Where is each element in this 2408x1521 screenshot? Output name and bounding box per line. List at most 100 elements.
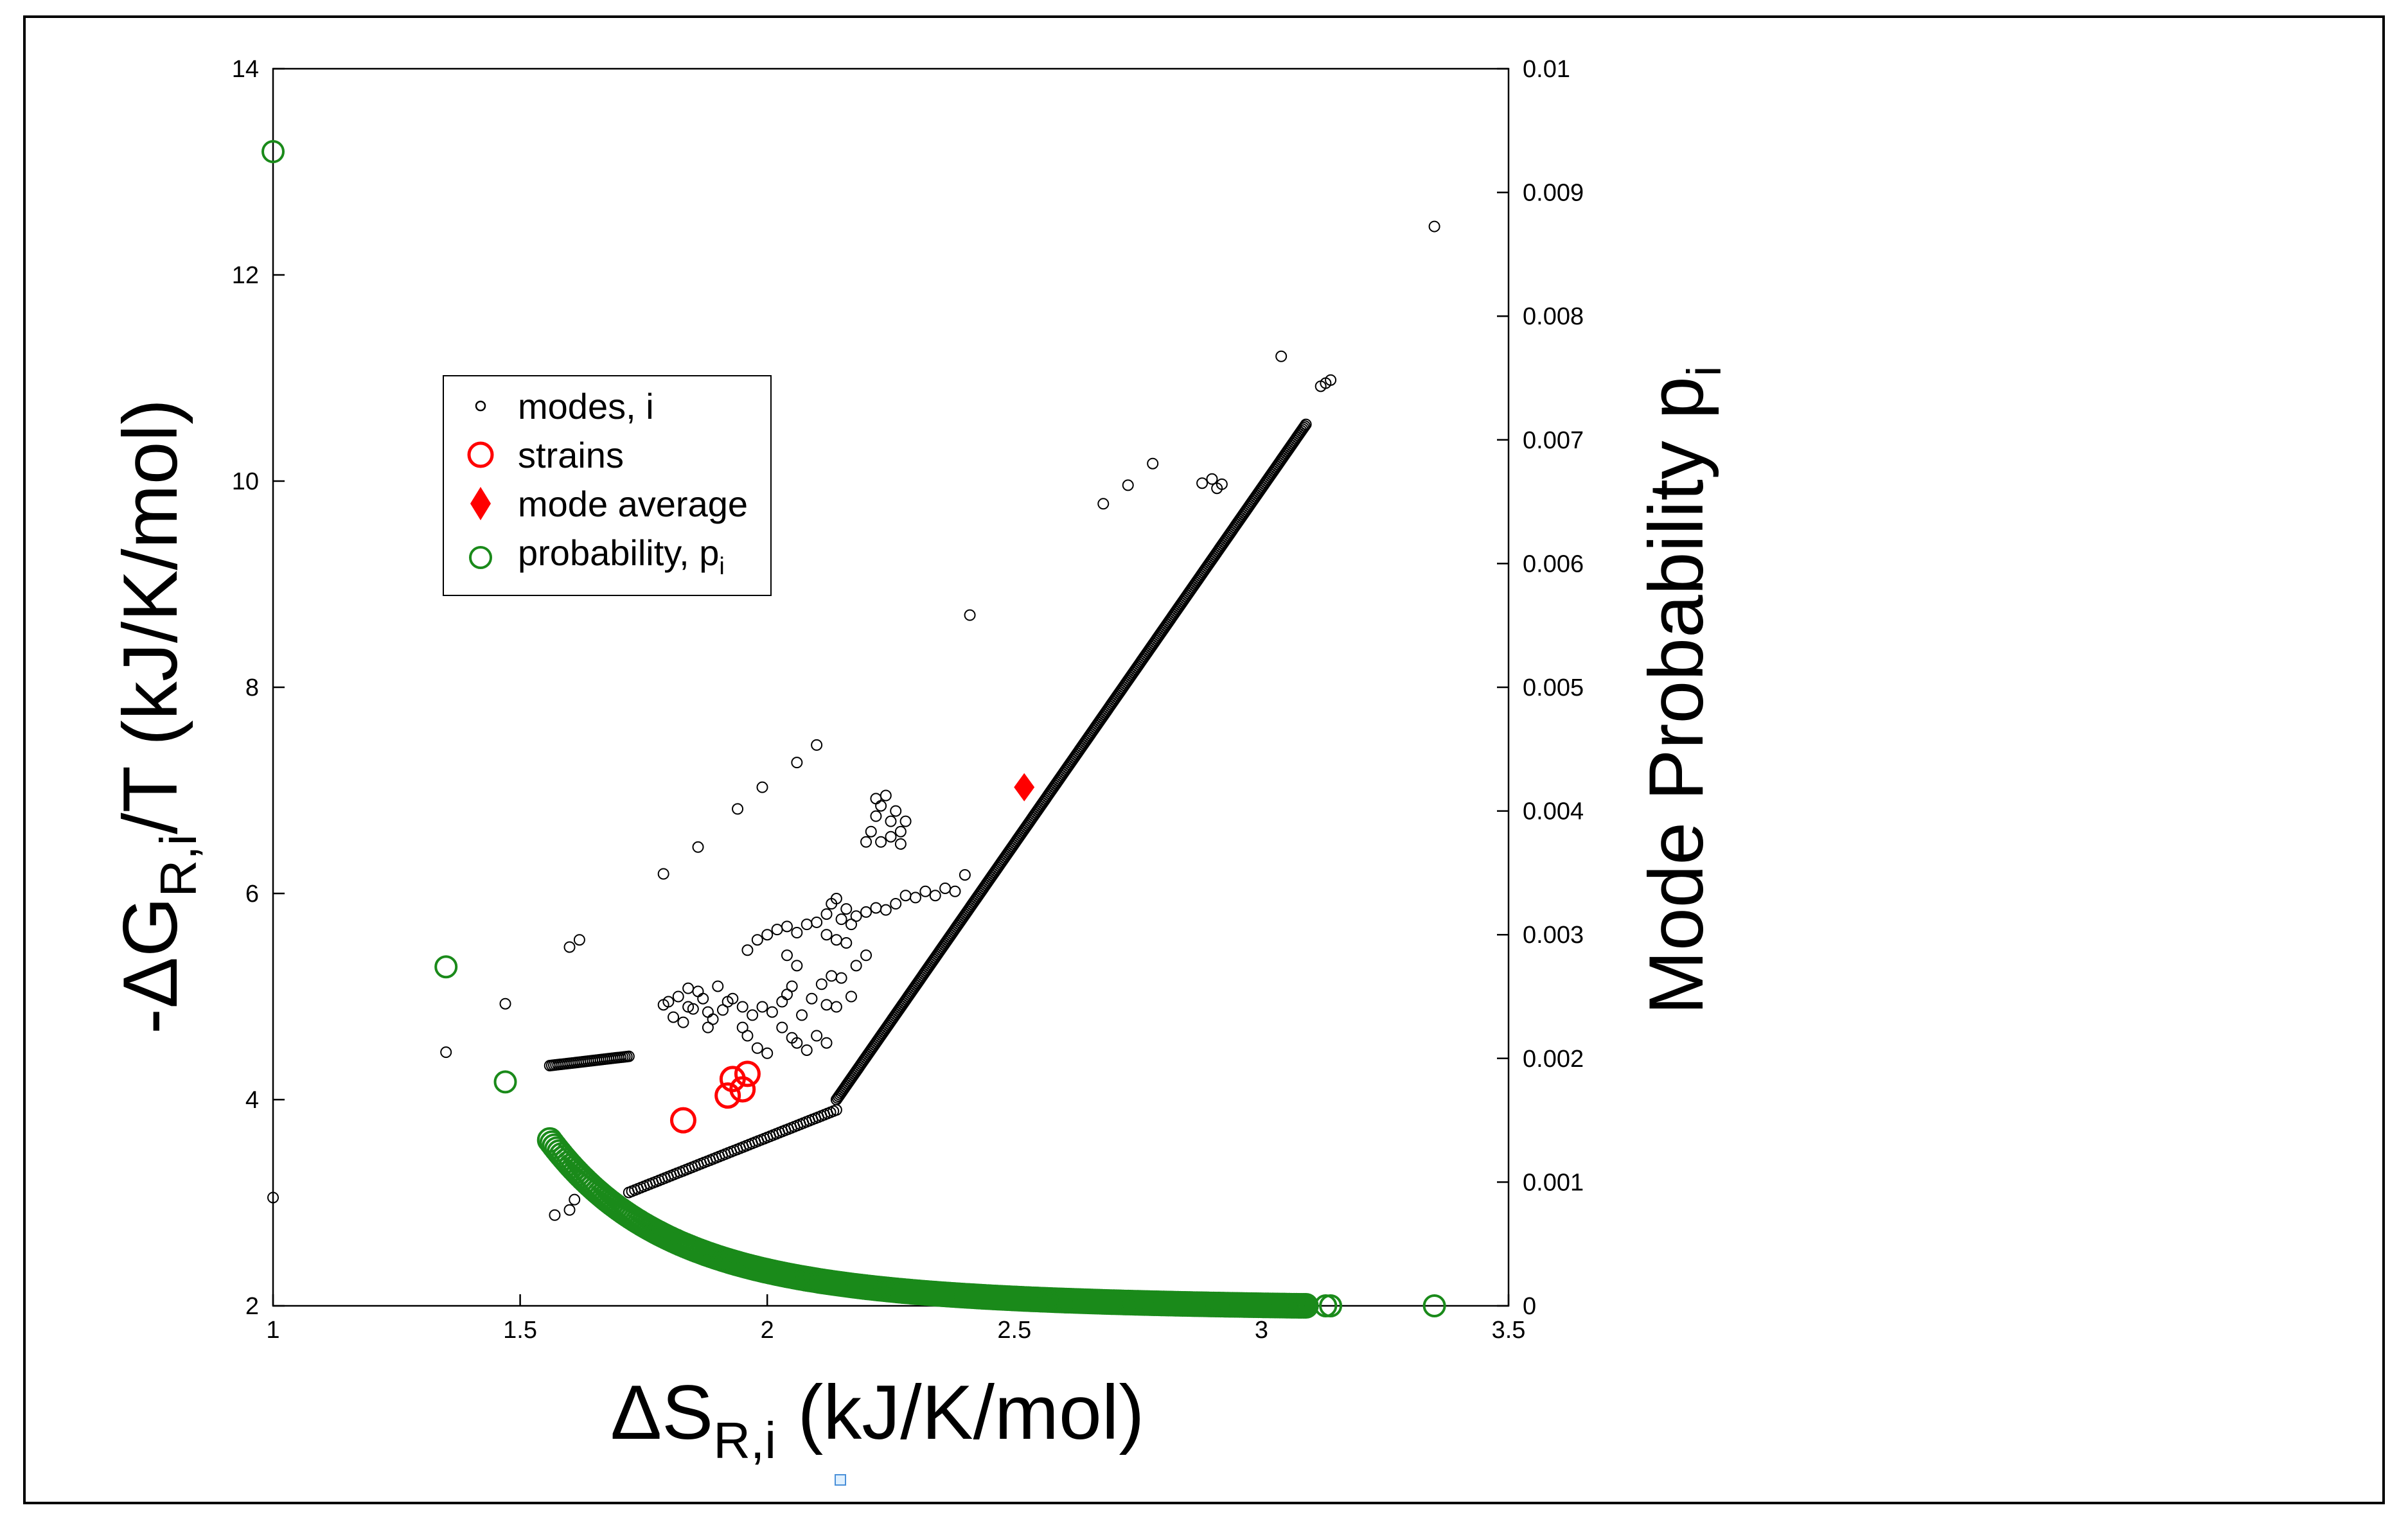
mode-point bbox=[1196, 477, 1208, 489]
mode-point bbox=[830, 934, 842, 946]
probability-point bbox=[434, 955, 458, 979]
mode-point bbox=[796, 1009, 808, 1021]
mode-point bbox=[845, 990, 857, 1003]
mode-point bbox=[801, 919, 813, 931]
legend-label-strains: strains bbox=[518, 435, 624, 475]
y-axis-label-left: -ΔGR,i/T (kJ/K/mol) bbox=[107, 399, 207, 1034]
x-tick-label: 2 bbox=[761, 1317, 774, 1344]
x-tick-label: 1 bbox=[266, 1317, 279, 1344]
y-ticks-right: 0 0.001 0.002 0.003 0.004 0.005 0.006 0.007 0.00… bbox=[1497, 56, 1584, 1320]
mode-point bbox=[845, 919, 857, 931]
mode-point bbox=[692, 841, 704, 853]
mode-point bbox=[736, 1001, 748, 1013]
y-tick-right-label: 0.007 bbox=[1523, 427, 1584, 454]
mode-point bbox=[865, 825, 877, 838]
mode-point bbox=[840, 903, 853, 915]
mode-point bbox=[756, 781, 768, 793]
plot-area-border bbox=[272, 67, 1510, 1307]
y-tick-right-label: 0.005 bbox=[1523, 674, 1584, 701]
x-axis-label: ΔSR,i (kJ/K/mol) bbox=[610, 1369, 1144, 1469]
mode-point bbox=[440, 1046, 452, 1059]
mode-point bbox=[771, 924, 783, 936]
y-axis-label-left-sub: R,i bbox=[150, 834, 207, 897]
mode-point bbox=[623, 1050, 635, 1062]
strain-point bbox=[729, 1076, 756, 1103]
mode-point bbox=[890, 898, 902, 910]
axes-box bbox=[272, 67, 1510, 1307]
mode-point bbox=[791, 757, 803, 769]
mode-point bbox=[964, 609, 976, 621]
mode-point bbox=[820, 999, 833, 1011]
legend-label-probability-sub: i bbox=[719, 553, 724, 580]
mode-point bbox=[909, 892, 921, 904]
mode-point bbox=[569, 1193, 581, 1206]
mode-point bbox=[702, 1021, 714, 1033]
mode-point bbox=[751, 1042, 763, 1054]
mode-point bbox=[860, 836, 872, 848]
y-tick-right-label: 0.009 bbox=[1523, 180, 1584, 207]
mode-point bbox=[687, 1003, 699, 1015]
x-axis-label-unit: (kJ/K/mol) bbox=[776, 1369, 1144, 1455]
mode-point bbox=[677, 1016, 689, 1028]
mode-point bbox=[682, 1001, 695, 1013]
mode-average-point bbox=[1014, 773, 1035, 802]
y-tick-left-label: 4 bbox=[245, 1087, 259, 1114]
mode-point bbox=[1097, 498, 1110, 510]
mode-point bbox=[1275, 350, 1288, 362]
legend-marker-modes bbox=[475, 400, 486, 412]
mode-point bbox=[870, 810, 882, 822]
mode-point bbox=[791, 960, 803, 972]
mode-point bbox=[668, 1011, 680, 1023]
y-tick-left-label: 8 bbox=[245, 674, 259, 701]
mode-point bbox=[776, 1021, 788, 1033]
y-tick-right-label: 0.008 bbox=[1523, 303, 1584, 330]
series-layer bbox=[261, 140, 1446, 1319]
x-tick-label: 1.5 bbox=[503, 1317, 537, 1344]
mode-point bbox=[716, 1004, 729, 1016]
mode-point bbox=[761, 1047, 774, 1059]
mode-point bbox=[880, 789, 892, 802]
y-tick-left-label: 10 bbox=[232, 468, 259, 495]
mode-point bbox=[830, 893, 842, 905]
x-axis-label-sub: R,i bbox=[713, 1412, 776, 1469]
mode-point bbox=[870, 902, 882, 914]
legend-box bbox=[443, 375, 772, 596]
figure-frame bbox=[23, 15, 2385, 1504]
legend-label-probability: probability, pi bbox=[518, 532, 725, 580]
mode-point bbox=[830, 1001, 842, 1013]
mode-point bbox=[791, 926, 803, 938]
y-tick-right-label: 0.001 bbox=[1523, 1169, 1584, 1196]
y-tick-right-label: 0.006 bbox=[1523, 550, 1584, 577]
mode-point bbox=[820, 908, 833, 920]
mode-point bbox=[820, 929, 833, 941]
strain-point bbox=[734, 1060, 761, 1087]
mode-point bbox=[835, 972, 847, 984]
mode-point bbox=[707, 1013, 719, 1025]
mode-point bbox=[756, 1001, 768, 1013]
mode-point bbox=[801, 1044, 813, 1056]
mode-point bbox=[894, 838, 907, 850]
mode-point bbox=[267, 1191, 279, 1204]
mode-point bbox=[747, 1009, 759, 1021]
mode-point bbox=[939, 882, 952, 894]
x-tick-label: 2.5 bbox=[997, 1317, 1031, 1344]
mode-point bbox=[563, 1204, 576, 1216]
probability-point bbox=[493, 1070, 517, 1094]
mode-point bbox=[766, 1006, 778, 1018]
y-tick-left-label: 14 bbox=[232, 56, 259, 83]
legend-marker-strains bbox=[467, 441, 494, 468]
y-tick-right-label: 0.002 bbox=[1523, 1046, 1584, 1073]
mode-point bbox=[835, 913, 847, 926]
mode-point bbox=[1298, 420, 1311, 432]
mode-point bbox=[563, 941, 576, 953]
mode-point bbox=[672, 990, 684, 1003]
mode-point bbox=[815, 978, 828, 990]
mode-point bbox=[850, 960, 862, 972]
probability-point bbox=[261, 140, 285, 164]
legend-marker-mode-average bbox=[470, 487, 491, 520]
legend: modes, i strains mode average probabilit… bbox=[443, 375, 772, 596]
mode-point bbox=[885, 815, 897, 827]
mode-point bbox=[1216, 478, 1228, 490]
mode-point bbox=[875, 836, 887, 848]
y-tick-right-label: 0.003 bbox=[1523, 922, 1584, 949]
